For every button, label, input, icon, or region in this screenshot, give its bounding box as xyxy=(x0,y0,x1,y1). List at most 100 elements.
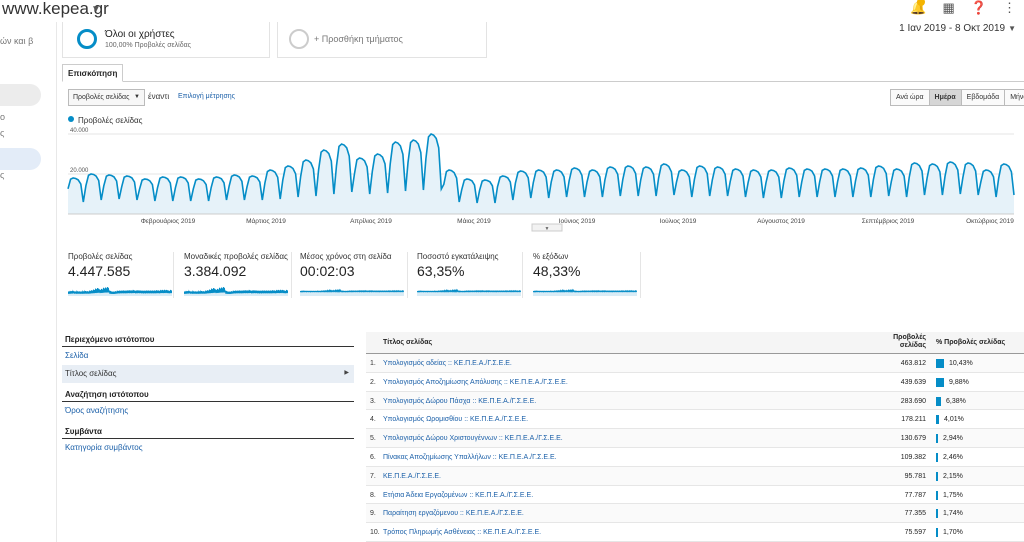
row-page-title-link[interactable]: Πίνακας Αποζημίωσης Υπαλλήλων :: ΚΕ.Π.Ε.… xyxy=(383,453,557,461)
row-pageviews: 95.781 xyxy=(904,472,926,480)
chart-scroll-handle[interactable] xyxy=(531,223,563,232)
row-share-bar xyxy=(936,452,938,462)
kpi-bounce-rate[interactable]: Ποσοστό εγκατάλειψης 63,35% xyxy=(417,252,523,298)
dimension-group-heading: Συμβάντα xyxy=(62,424,354,439)
col-pct-header[interactable]: % Προβολές σελίδας xyxy=(936,339,1006,346)
table-row: 3. Υπολογισμός Δώρου Πάσχα :: ΚΕ.Π.Ε.Α./Γ… xyxy=(366,391,1024,411)
segment-all-users[interactable]: Όλοι οι χρήστες 100,00% Προβολές σελίδας xyxy=(62,22,270,58)
period-toggle-group: Ανά ώρα Ημέρα Εβδομάδα Μήνας xyxy=(890,89,1024,106)
row-share-bar xyxy=(936,396,941,406)
y-tick-label: 20.000 xyxy=(70,168,89,174)
row-page-title-link[interactable]: Υπολογισμός Αποζημίωσης Απόλυσης :: ΚΕ.Π… xyxy=(383,378,568,386)
dimension-panel: Περιεχόμενο ιστότοπου Σελίδα Τίτλος σελί… xyxy=(62,332,354,457)
col-views-header[interactable]: Προβολές σελίδας xyxy=(876,334,926,350)
kpi-value: 63,35% xyxy=(417,263,465,279)
x-tick-label: Μάιος 2019 xyxy=(457,217,491,225)
dimension-item-page-title[interactable]: Τίτλος σελίδας ▶ xyxy=(62,365,354,383)
row-page-title-link[interactable]: Τρόπος Πληρωμής Ασθένειας :: ΚΕ.Π.Ε.Α./Γ… xyxy=(383,529,542,537)
period-day-button[interactable]: Ημέρα xyxy=(928,89,962,106)
sidebar-item[interactable] xyxy=(0,84,41,106)
date-range-picker[interactable]: 1 Ιαν 2019 - 8 Οκτ 2019 ▼ xyxy=(899,23,1016,34)
kpi-exit-rate[interactable]: % εξόδων 48,33% xyxy=(533,252,641,298)
row-index: 5. xyxy=(370,435,376,443)
bell-icon[interactable]: 🔔 xyxy=(910,0,927,15)
row-index: 2. xyxy=(370,378,376,386)
row-pageviews: 77.355 xyxy=(904,510,926,518)
col-views-line2: σελίδας xyxy=(899,342,926,349)
row-index: 3. xyxy=(370,397,376,405)
row-pageviews: 109.382 xyxy=(900,453,926,461)
property-caret-icon[interactable]: ▼ xyxy=(91,4,101,15)
chevron-down-icon: ▼ xyxy=(545,226,550,232)
kpi-avg-time[interactable]: Μέσος χρόνος στη σελίδα 00:02:03 xyxy=(300,252,408,298)
row-page-title-link[interactable]: Υπολογισμός αδείας :: ΚΕ.Π.Ε.Α./Γ.Σ.Ε.Ε. xyxy=(383,360,512,367)
help-icon[interactable]: ❓ xyxy=(970,0,987,15)
table-row: 10. Τρόπος Πληρωμής Ασθένειας :: ΚΕ.Π.Ε.Α… xyxy=(366,523,1024,542)
sidebar-fragment: ς xyxy=(0,128,5,138)
col-title-header[interactable]: Τίτλος σελίδας xyxy=(383,339,433,346)
sparkline-line xyxy=(533,288,637,293)
empty-circle-icon xyxy=(289,29,309,49)
row-page-title-link[interactable]: Υπολογισμός Δώρου Πάσχα :: ΚΕ.Π.Ε.Α./Γ.Σ… xyxy=(383,397,537,405)
dimension-item-page[interactable]: Σελίδα xyxy=(65,351,89,360)
sidebar-fragment: ς xyxy=(0,170,5,180)
top-icons: 🔔 ▦ ❓ ⋮ xyxy=(910,0,1016,16)
x-tick-label: Ιούλιος 2019 xyxy=(660,217,697,225)
dimension-item-search-term[interactable]: Όρος αναζήτησης xyxy=(65,406,129,415)
row-pct: 2,15% xyxy=(943,472,963,480)
sparkline-area xyxy=(68,287,172,296)
more-vert-icon[interactable]: ⋮ xyxy=(1003,0,1016,15)
table-row: 9. Παραίτηση εργαζόμενου :: ΚΕ.Π.Ε.Α./Γ.Σ… xyxy=(366,504,1024,524)
row-pct: 1,75% xyxy=(943,491,963,499)
row-page-title-link[interactable]: Παραίτηση εργαζόμενου :: ΚΕ.Π.Ε.Α./Γ.Σ.Ε… xyxy=(383,510,524,518)
row-page-title-link[interactable]: Ετήσια Άδεια Εργαζομένων :: ΚΕ.Π.Ε.Α./Γ.… xyxy=(383,491,534,499)
row-page-title-link[interactable]: Υπολογισμός Ωρομισθίου :: ΚΕ.Π.Ε.Α./Γ.Σ.… xyxy=(383,416,529,424)
sparkline-area xyxy=(184,287,288,296)
add-segment-label: + Προσθήκη τμήματος xyxy=(314,34,403,44)
table-row: 5. Υπολογισμός Δώρου Χριστουγέννων :: ΚΕ.… xyxy=(366,429,1024,448)
row-index: 1. xyxy=(370,360,376,367)
x-tick-label: Ιούνιος 2019 xyxy=(559,217,596,225)
table-row: 8. Ετήσια Άδεια Εργαζομένων :: ΚΕ.Π.Ε.Α./… xyxy=(366,486,1024,505)
row-pct: 2,46% xyxy=(943,453,963,461)
kpi-value: 4.447.585 xyxy=(68,263,131,279)
choose-metric-link[interactable]: Επιλογή μέτρησης xyxy=(178,93,236,100)
legend-dot-icon xyxy=(68,116,74,122)
property-title[interactable]: www.kepea.gr xyxy=(2,0,109,18)
tab-overview[interactable]: Επισκόπηση xyxy=(62,64,124,82)
add-segment-button[interactable]: + Προσθήκη τμήματος xyxy=(277,22,487,58)
x-tick-label: Αύγουστος 2019 xyxy=(757,217,805,225)
kpi-label: % εξόδων xyxy=(533,252,569,261)
kpi-sparkline xyxy=(417,288,521,296)
row-page-title-link[interactable]: ΚΕ.Π.Ε.Α./Γ.Σ.Ε.Ε. xyxy=(383,472,441,480)
page-title-table: Τίτλος σελίδας Προβολές σελίδας % Προβολέ… xyxy=(366,332,1024,542)
dimension-item-label: Τίτλος σελίδας xyxy=(65,369,117,378)
sidebar-item-active[interactable] xyxy=(0,148,41,170)
row-share-bar xyxy=(936,509,938,519)
row-share-bar xyxy=(936,377,944,387)
row-index: 7. xyxy=(370,472,376,480)
row-index: 8. xyxy=(370,491,376,499)
period-month-button[interactable]: Μήνας xyxy=(1004,89,1024,106)
chevron-right-icon: ▶ xyxy=(344,370,349,376)
tab-row: Επισκόπηση xyxy=(62,64,1024,82)
dimension-item-event-category[interactable]: Κατηγορία συμβάντος xyxy=(65,443,143,452)
series-area xyxy=(68,134,1014,214)
left-sidebar: ών και β ο ς ς xyxy=(0,22,57,542)
vs-label: έναντι xyxy=(148,92,170,101)
dimension-group-heading: Περιεχόμενο ιστότοπου xyxy=(62,332,354,347)
apps-grid-icon[interactable]: ▦ xyxy=(942,0,955,15)
sparkline-line xyxy=(184,286,288,295)
date-range-label: 1 Ιαν 2019 - 8 Οκτ 2019 xyxy=(899,23,1006,34)
segment-circle-icon xyxy=(77,29,97,49)
table-header: Τίτλος σελίδας Προβολές σελίδας % Προβολέ… xyxy=(366,332,1024,354)
kpi-pageviews[interactable]: Προβολές σελίδας 4.447.585 xyxy=(68,252,174,298)
x-tick-label: Φεβρουάριος 2019 xyxy=(141,217,196,225)
period-hourly-button[interactable]: Ανά ώρα xyxy=(890,89,930,106)
period-week-button[interactable]: Εβδομάδα xyxy=(960,89,1006,106)
row-pageviews: 77.787 xyxy=(904,491,926,499)
metric-select[interactable]: Προβολές σελίδας ▼ xyxy=(68,89,145,106)
row-page-title-link[interactable]: Υπολογισμός Δώρου Χριστουγέννων :: ΚΕ.Π.… xyxy=(383,435,563,443)
sidebar-fragment: ών και β xyxy=(0,36,34,46)
kpi-unique-pageviews[interactable]: Μοναδικές προβολές σελίδας 3.384.092 xyxy=(184,252,292,298)
